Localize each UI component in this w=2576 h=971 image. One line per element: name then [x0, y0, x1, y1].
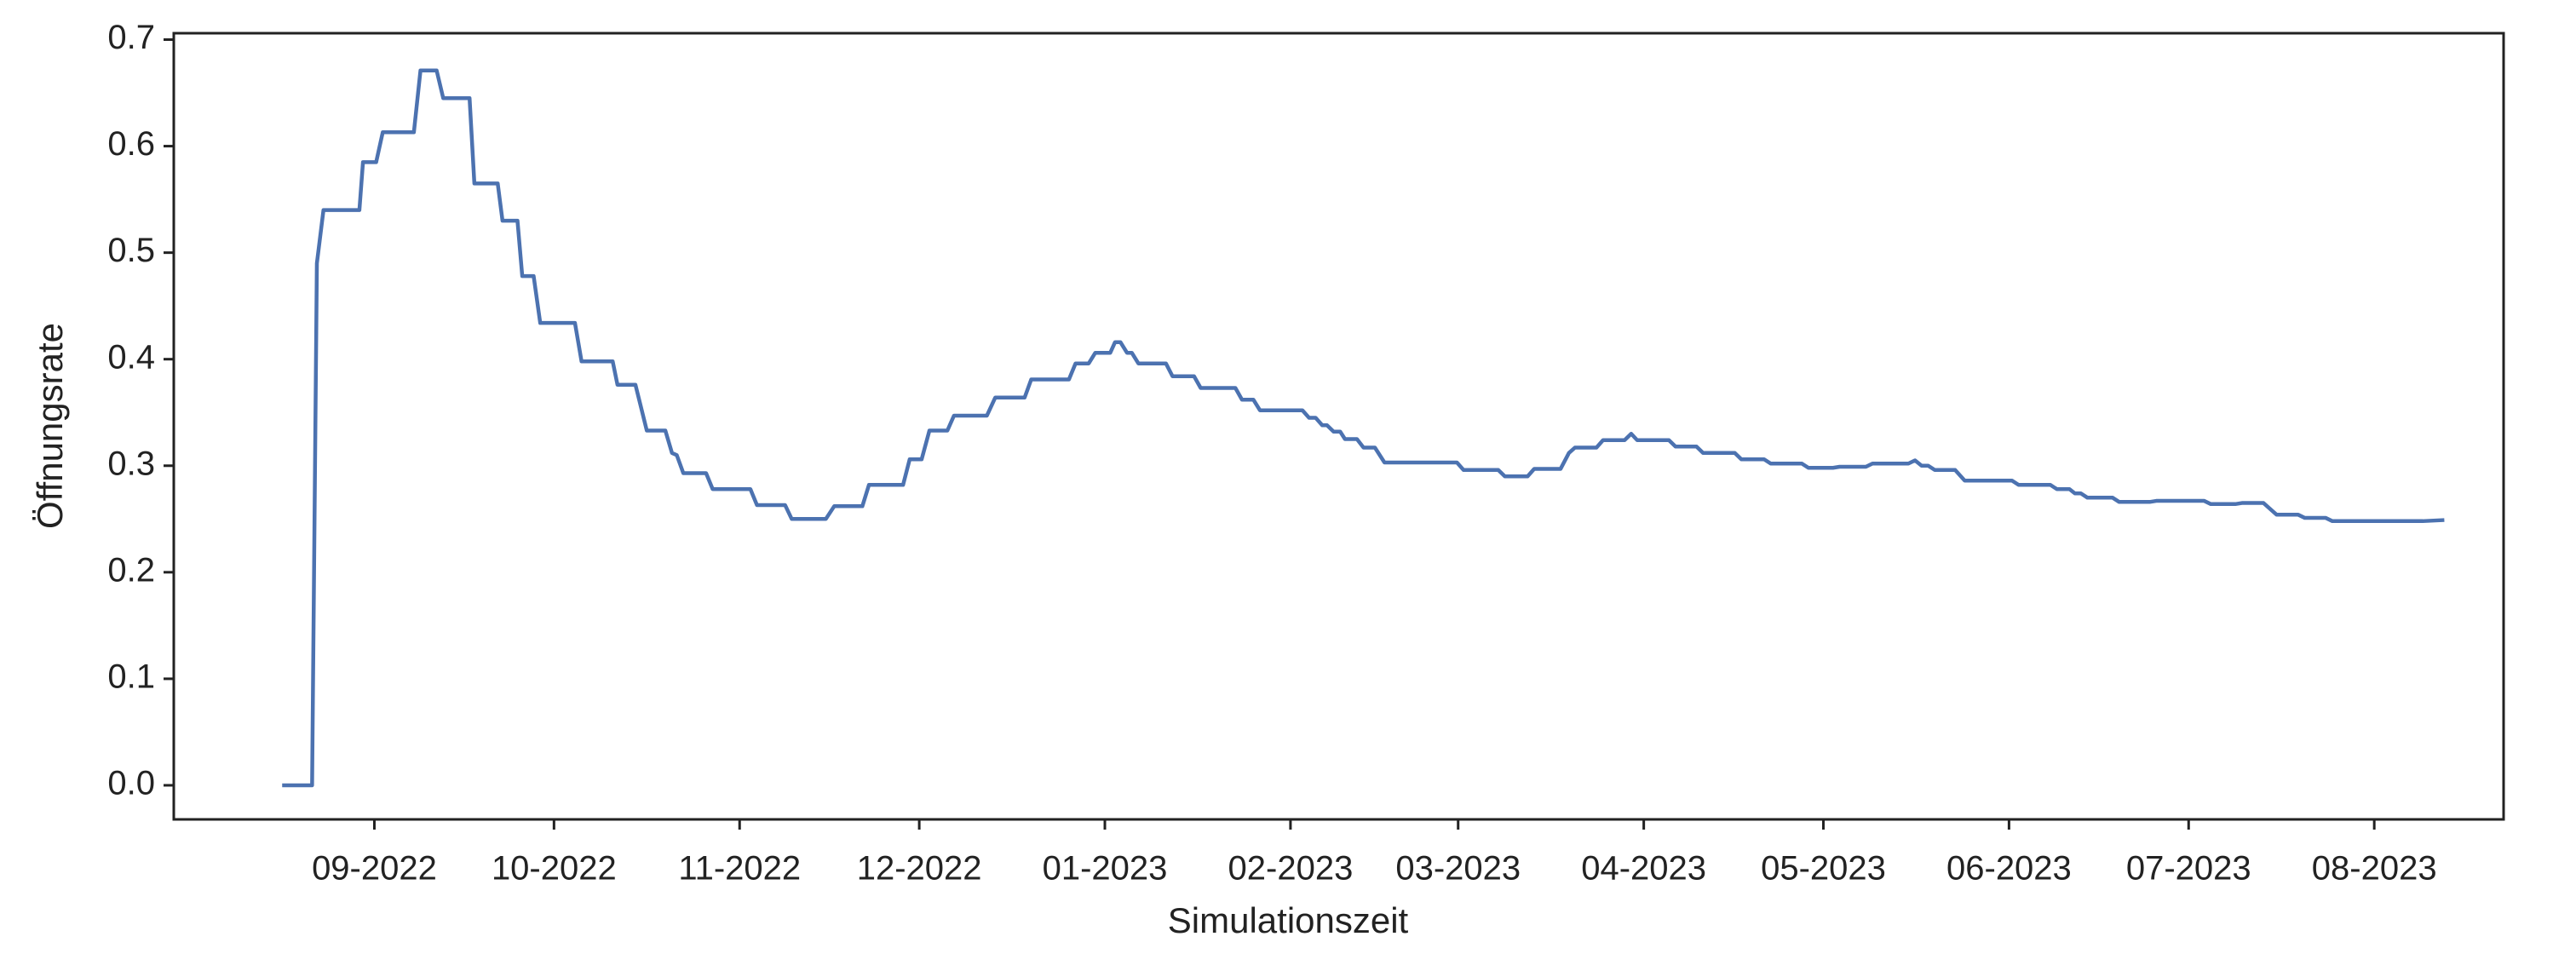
- x-tick-label: 02-2023: [1228, 850, 1354, 888]
- x-tick-label: 11-2022: [678, 850, 801, 888]
- x-tick-label: 09-2022: [312, 850, 437, 888]
- x-tick-label: 06-2023: [1946, 850, 2072, 888]
- x-tick-label: 12-2022: [857, 850, 982, 888]
- x-tick-label: 04-2023: [1581, 850, 1706, 888]
- x-tick-label: 03-2023: [1395, 850, 1521, 888]
- y-tick-label: 0.5: [107, 232, 155, 269]
- y-axis-label: Öffnungsrate: [30, 323, 70, 529]
- x-axis-label: Simulationszeit: [1168, 900, 1409, 940]
- y-tick-label: 0.1: [107, 658, 155, 695]
- y-tick-label: 0.7: [107, 19, 155, 56]
- x-tick-label: 10-2022: [492, 850, 617, 888]
- y-tick-label: 0.6: [107, 125, 155, 163]
- y-tick-label: 0.4: [107, 338, 155, 376]
- x-tick-label: 08-2023: [2312, 850, 2437, 888]
- x-tick-label: 05-2023: [1761, 850, 1886, 888]
- y-tick-label: 0.0: [107, 765, 155, 802]
- x-tick-label: 01-2023: [1043, 850, 1168, 888]
- y-tick-label: 0.2: [107, 551, 155, 589]
- y-tick-label: 0.3: [107, 445, 155, 482]
- plot-frame: [172, 32, 2505, 821]
- data-line: [282, 68, 2445, 788]
- x-tick-label: 07-2023: [2126, 850, 2251, 888]
